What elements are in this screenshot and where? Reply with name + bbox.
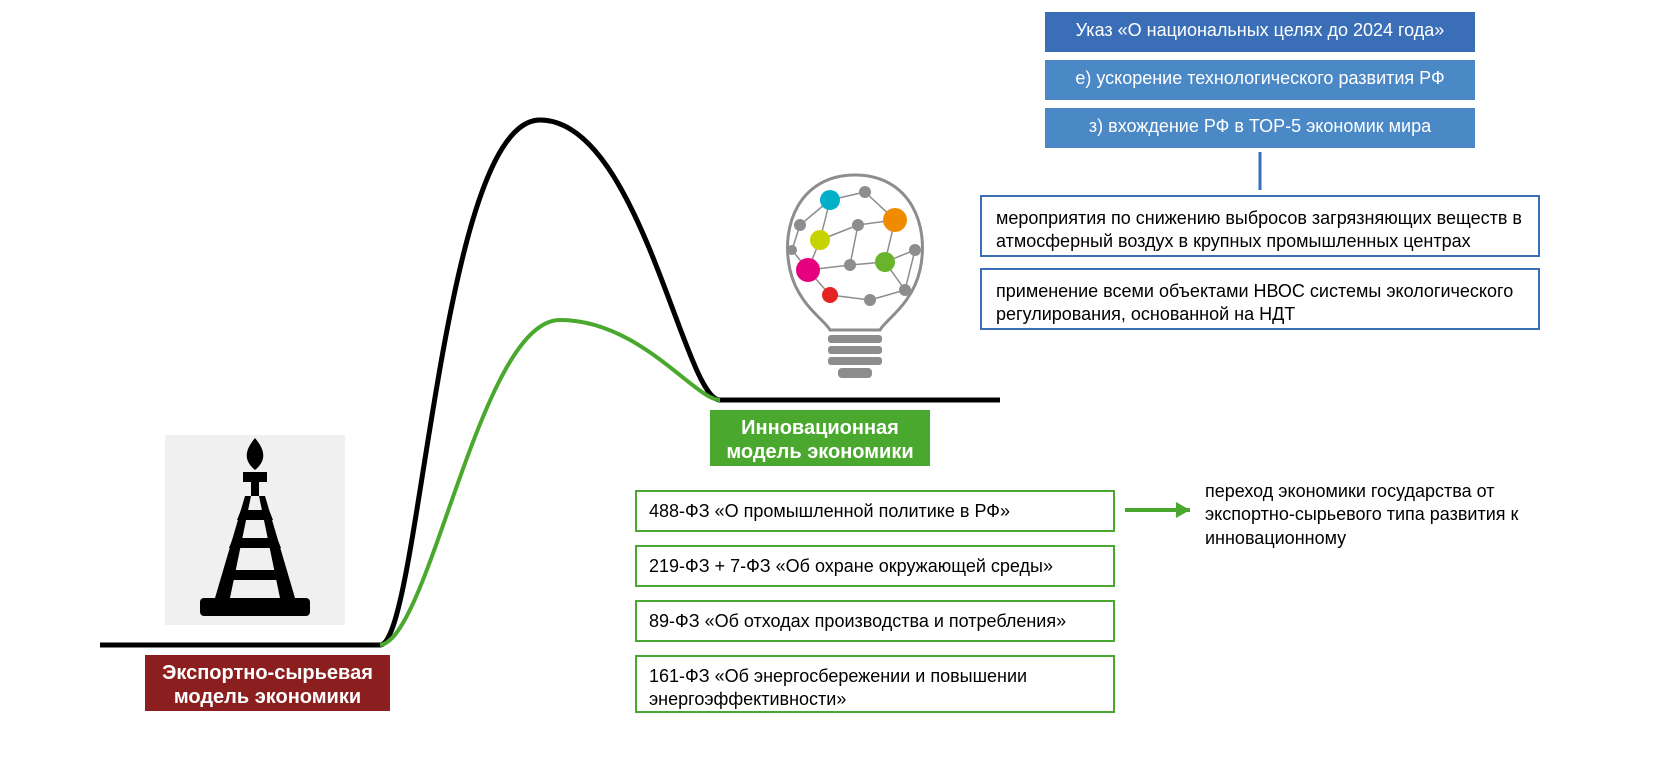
green-transition-curve: [380, 320, 720, 645]
export-model-label-line1: Экспортно-сырьевая: [155, 661, 380, 685]
innovation-model-label: Инновационная модель экономики: [710, 410, 930, 466]
decree-item-z-box: з) вхождение РФ в ТОР-5 экономик мира: [1045, 108, 1475, 148]
lightbulb-network-icon: [770, 170, 940, 380]
law-89-fz-box: 89-ФЗ «Об отходах производства и потребл…: [635, 600, 1115, 642]
innovation-model-label-line1: Инновационная: [720, 416, 920, 440]
green-arrow-icon: [1125, 502, 1190, 518]
diagram-stage: Экспортно-сырьевая модель экономики Инно…: [0, 0, 1680, 768]
decree-item-e-box: е) ускорение технологического развития Р…: [1045, 60, 1475, 100]
law-161-fz-box: 161-ФЗ «Об энергосбережении и повышении …: [635, 655, 1115, 713]
measure-emissions-box: мероприятия по снижению выбросов загрязн…: [980, 195, 1540, 257]
export-model-label-line2: модель экономики: [155, 685, 380, 709]
oil-rig-icon: [185, 430, 325, 620]
innovation-model-label-line2: модель экономики: [720, 440, 920, 464]
measure-ndt-box: применение всеми объектами НВОС системы …: [980, 268, 1540, 330]
law-219-7-fz-box: 219-ФЗ + 7-ФЗ «Об охране окружающей сред…: [635, 545, 1115, 587]
export-model-label: Экспортно-сырьевая модель экономики: [145, 655, 390, 711]
transition-summary-text: переход экономики государства от экспорт…: [1205, 480, 1565, 550]
decree-title-box: Указ «О национальных целях до 2024 года»: [1045, 12, 1475, 52]
law-488-fz-box: 488-ФЗ «О промышленной политике в РФ»: [635, 490, 1115, 532]
